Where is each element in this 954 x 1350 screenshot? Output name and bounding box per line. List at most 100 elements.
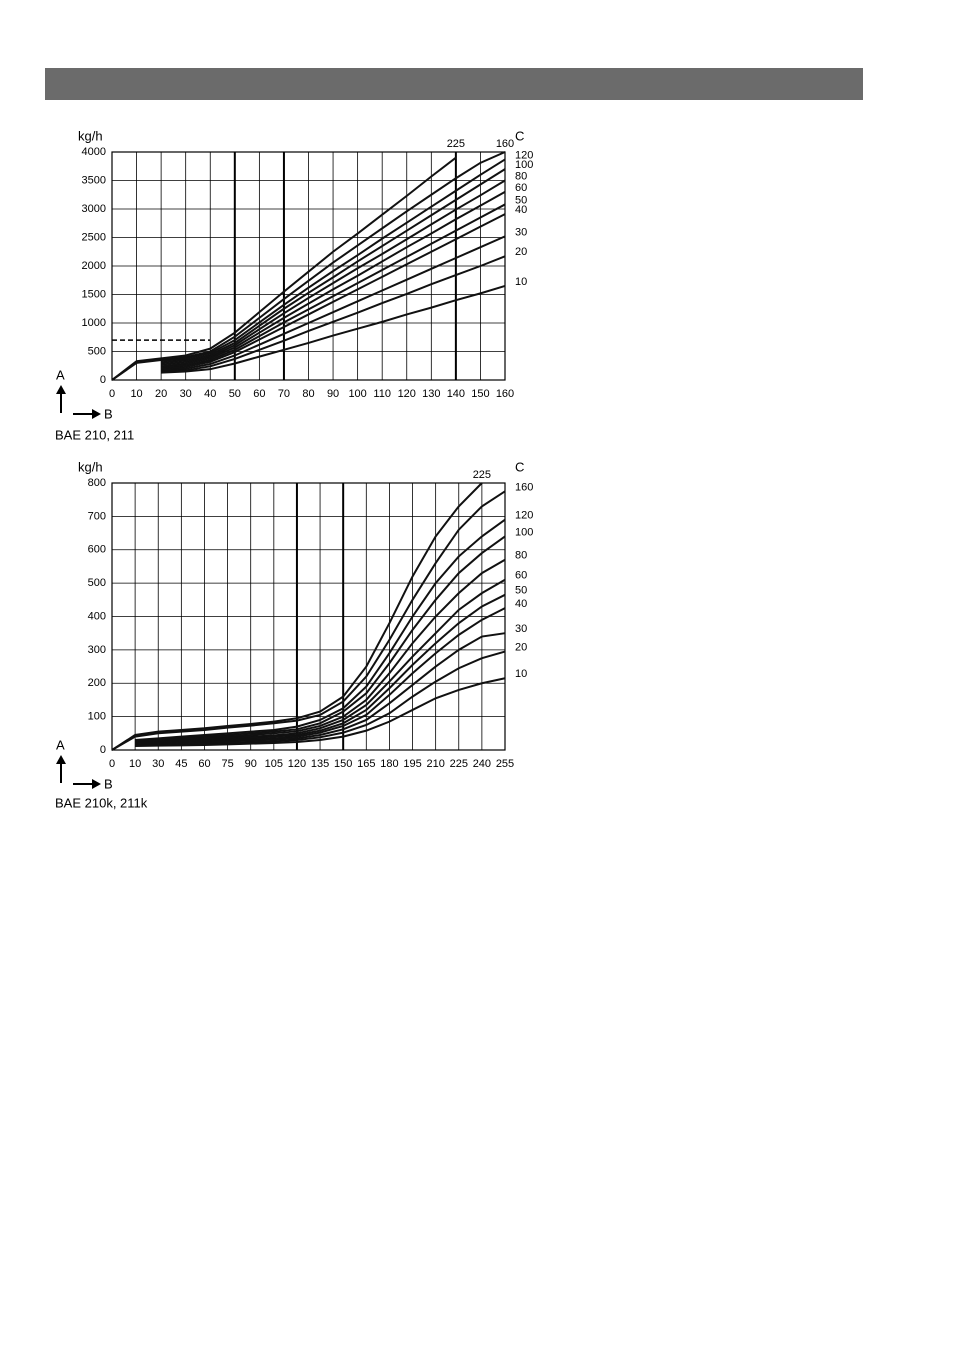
y-tick-label: 500 bbox=[88, 577, 106, 589]
x-tick-label: 20 bbox=[155, 388, 167, 400]
y-axis-label: A bbox=[56, 367, 65, 382]
x-tick-label: 225 bbox=[450, 758, 468, 770]
x-tick-label: 90 bbox=[245, 758, 257, 770]
x-tick-label: 60 bbox=[198, 758, 210, 770]
legend-title: C bbox=[515, 128, 524, 143]
legend-entry: 225 bbox=[447, 138, 465, 150]
x-tick-label: 0 bbox=[109, 758, 115, 770]
y-unit: kg/h bbox=[78, 128, 103, 143]
y-tick-label: 500 bbox=[88, 345, 106, 357]
y-axis-label: A bbox=[56, 737, 65, 752]
series-line bbox=[135, 593, 506, 745]
x-tick-label: 40 bbox=[204, 388, 216, 400]
x-tick-label: 105 bbox=[265, 758, 283, 770]
legend-entry: 60 bbox=[515, 570, 527, 582]
x-tick-label: 255 bbox=[496, 758, 514, 770]
header-bar bbox=[45, 68, 863, 100]
x-tick-label: 30 bbox=[152, 758, 164, 770]
series-line bbox=[111, 151, 506, 381]
y-tick-label: 400 bbox=[88, 610, 106, 622]
x-tick-label: 30 bbox=[180, 388, 192, 400]
x-tick-label: 165 bbox=[357, 758, 375, 770]
series-line bbox=[161, 255, 506, 373]
legend-entry: 10 bbox=[515, 276, 527, 288]
x-axis-label: B bbox=[104, 776, 113, 791]
y-tick-label: 600 bbox=[88, 544, 106, 556]
series-line bbox=[161, 213, 506, 371]
y-tick-label: 2000 bbox=[82, 260, 106, 272]
series-line bbox=[135, 535, 506, 742]
legend-entry: 30 bbox=[515, 623, 527, 635]
legend-entry: 100 bbox=[515, 159, 533, 171]
series-line bbox=[161, 168, 506, 364]
series-line bbox=[135, 558, 506, 743]
x-tick-label: 130 bbox=[422, 388, 440, 400]
series-line bbox=[161, 191, 506, 368]
legend-entry: 60 bbox=[515, 182, 527, 194]
y-tick-label: 1000 bbox=[82, 317, 106, 329]
x-axis-label: B bbox=[104, 406, 113, 421]
legend-entry: 40 bbox=[515, 598, 527, 610]
y-tick-label: 700 bbox=[88, 510, 106, 522]
legend-entry: 50 bbox=[515, 585, 527, 597]
legend-title: C bbox=[515, 459, 524, 474]
x-tick-label: 195 bbox=[403, 758, 421, 770]
arrow-head bbox=[56, 385, 66, 394]
series-line bbox=[161, 235, 506, 372]
x-tick-label: 120 bbox=[398, 388, 416, 400]
x-tick-label: 10 bbox=[130, 388, 142, 400]
x-tick-label: 140 bbox=[447, 388, 465, 400]
y-tick-label: 800 bbox=[88, 477, 106, 489]
y-tick-label: 4000 bbox=[82, 146, 106, 158]
legend-entry: 80 bbox=[515, 550, 527, 562]
arrow-head bbox=[92, 409, 101, 419]
y-tick-label: 300 bbox=[88, 644, 106, 656]
legend-entry: 30 bbox=[515, 226, 527, 238]
legend-entry: 40 bbox=[515, 204, 527, 216]
legend-entry: 100 bbox=[515, 526, 533, 538]
legend-entry: 80 bbox=[515, 170, 527, 182]
series-line bbox=[135, 632, 506, 746]
x-tick-label: 75 bbox=[221, 758, 233, 770]
series-line bbox=[161, 203, 506, 370]
x-tick-label: 60 bbox=[253, 388, 265, 400]
x-tick-label: 0 bbox=[109, 388, 115, 400]
x-tick-label: 160 bbox=[496, 388, 514, 400]
legend-entry: 20 bbox=[515, 641, 527, 653]
x-tick-label: 70 bbox=[278, 388, 290, 400]
y-tick-label: 0 bbox=[100, 374, 106, 386]
x-tick-label: 120 bbox=[288, 758, 306, 770]
x-tick-label: 45 bbox=[175, 758, 187, 770]
y-unit: kg/h bbox=[78, 459, 103, 474]
legend-entry: 120 bbox=[515, 149, 533, 161]
x-tick-label: 240 bbox=[473, 758, 491, 770]
x-tick-label: 80 bbox=[302, 388, 314, 400]
x-tick-label: 110 bbox=[373, 388, 391, 400]
legend-entry: 160 bbox=[515, 481, 533, 493]
plot-frame bbox=[111, 482, 506, 751]
legend-entry: 10 bbox=[515, 668, 527, 680]
caption: BAE 210k, 211k bbox=[55, 795, 148, 810]
x-tick-label: 50 bbox=[229, 388, 241, 400]
series-line bbox=[111, 482, 483, 751]
y-tick-label: 3500 bbox=[82, 174, 106, 186]
x-tick-label: 150 bbox=[471, 388, 489, 400]
arrow-head bbox=[92, 779, 101, 789]
y-tick-label: 0 bbox=[100, 744, 106, 756]
x-tick-label: 135 bbox=[311, 758, 329, 770]
legend-entry: 50 bbox=[515, 194, 527, 206]
legend-entry: 160 bbox=[496, 138, 514, 150]
x-tick-label: 180 bbox=[380, 758, 398, 770]
x-tick-label: 150 bbox=[334, 758, 352, 770]
x-tick-label: 10 bbox=[129, 758, 141, 770]
legend-entry: 20 bbox=[515, 246, 527, 258]
series-line bbox=[161, 284, 506, 374]
arrow-head bbox=[56, 755, 66, 764]
y-tick-label: 2500 bbox=[82, 231, 106, 243]
legend-entry: 120 bbox=[515, 510, 533, 522]
series-line bbox=[111, 490, 506, 751]
x-tick-label: 90 bbox=[327, 388, 339, 400]
series-line bbox=[161, 179, 506, 366]
series-line bbox=[111, 156, 457, 381]
